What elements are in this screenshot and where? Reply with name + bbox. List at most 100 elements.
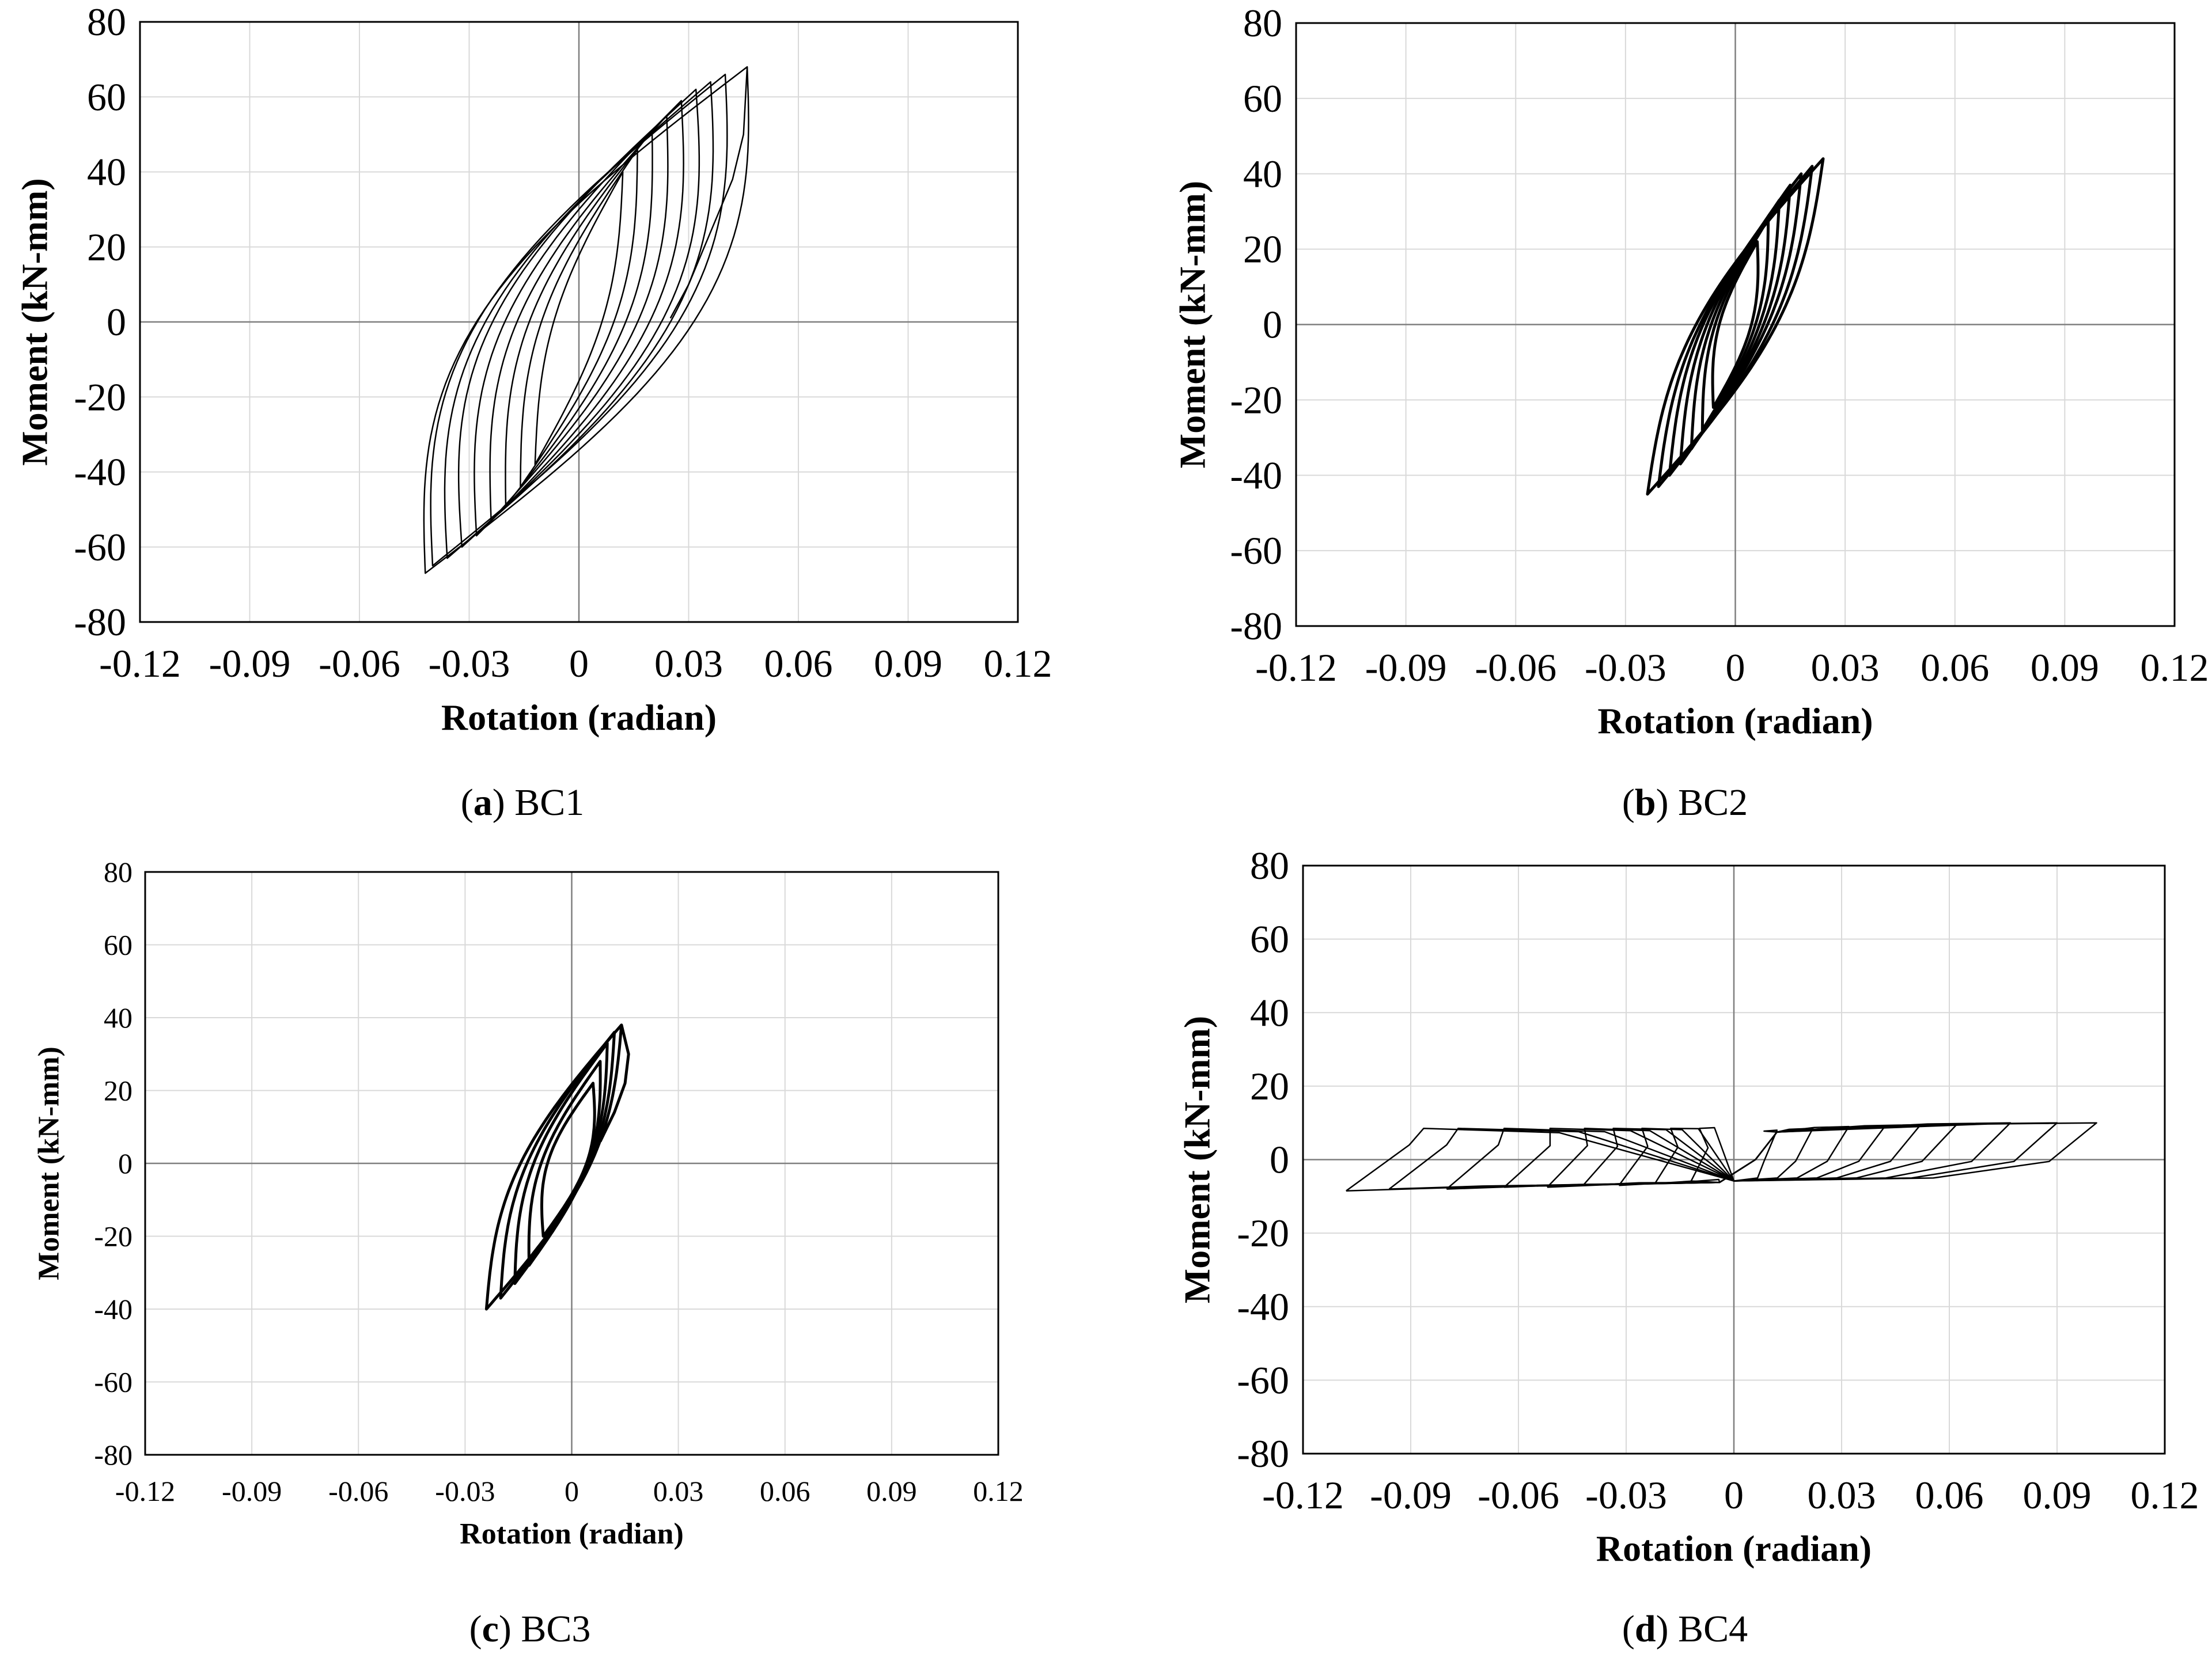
hysteresis-loop: [457, 88, 700, 548]
y-tick-label: 60: [104, 929, 132, 961]
y-tick-label: 40: [1250, 991, 1289, 1034]
panel-caption: (a) BC1: [461, 782, 585, 824]
caption-letter: b: [1635, 782, 1656, 824]
x-tick-label: 0.09: [2023, 1473, 2092, 1517]
y-tick-label: 60: [1250, 917, 1289, 961]
x-tick-label: 0.03: [1808, 1473, 1876, 1517]
y-tick-label: 20: [1243, 227, 1282, 271]
y-tick-label: -40: [1237, 1285, 1289, 1329]
caption-letter: a: [474, 782, 493, 824]
hysteresis-loop: [1668, 172, 1803, 477]
x-tick-label: -0.12: [1262, 1473, 1344, 1517]
x-tick-label: -0.03: [435, 1475, 495, 1507]
y-tick-label: -40: [1230, 453, 1282, 497]
x-tick-label: -0.09: [1365, 646, 1447, 689]
x-tick-label: 0.06: [1915, 1473, 1984, 1517]
hysteresis-loop: [444, 81, 714, 559]
x-tick-label: 0.06: [760, 1475, 810, 1507]
x-tick-label: 0.12: [984, 642, 1052, 685]
x-tick-label: -0.03: [429, 642, 510, 685]
x-tick-label: 0.03: [1811, 646, 1880, 689]
x-tick-label: -0.12: [99, 642, 181, 685]
x-tick-label: 0.12: [2131, 1473, 2199, 1517]
y-tick-label: -20: [74, 375, 126, 419]
x-tick-label: 0.06: [1921, 646, 1989, 689]
y-tick-label: 20: [87, 225, 126, 269]
x-tick-label: -0.09: [1370, 1473, 1452, 1517]
x-tick-label: -0.06: [319, 642, 400, 685]
x-tick-label: -0.06: [328, 1475, 388, 1507]
hysteresis-loop: [499, 1030, 616, 1300]
chart-panel-b: 80 60 40 20 0 -20 -40 -60 -80-0.12 -0.09 -0.06 -0.0…: [1172, 1, 2209, 824]
x-tick-label: -0.06: [1478, 1473, 1559, 1517]
x-axis-label: Rotation (radian): [460, 1518, 684, 1550]
x-tick-label: 0.09: [866, 1475, 917, 1507]
x-axis-label: Rotation (radian): [1596, 1528, 1872, 1569]
hysteresis-series: [1346, 1122, 2097, 1192]
y-tick-label: -60: [94, 1366, 132, 1398]
y-axis-label: Moment (kN-mm): [1177, 1016, 1218, 1303]
hysteresis-loop: [1346, 1122, 2097, 1192]
y-axis-label: Moment (kN-mm): [14, 178, 55, 465]
chart-panel-d: 80 60 40 20 0 -20 -40 -60 -80-0.12 -0.09 -0.06 -0.0…: [1177, 844, 2199, 1650]
y-tick-label: -20: [1230, 378, 1282, 422]
y-tick-label: 0: [1270, 1138, 1289, 1182]
x-tick-label: 0.12: [973, 1475, 1024, 1507]
y-tick-label: -60: [1237, 1358, 1289, 1402]
x-tick-label: -0.03: [1585, 1473, 1667, 1517]
hysteresis-series: [423, 66, 749, 574]
y-tick-label: -40: [74, 450, 126, 494]
y-tick-label: 40: [1243, 152, 1282, 196]
x-tick-label: 0: [1724, 1473, 1744, 1517]
y-tick-label: 80: [1243, 1, 1282, 45]
plot-area-border: [1295, 22, 2176, 627]
x-tick-label: -0.12: [1255, 646, 1337, 689]
panel-caption: (c) BC3: [469, 1608, 591, 1650]
x-axis-label: Rotation (radian): [441, 697, 717, 738]
y-tick-label: 0: [1263, 303, 1282, 347]
y-tick-label: 60: [87, 75, 126, 119]
y-tick-label: -80: [74, 600, 126, 644]
y-tick-label: 20: [104, 1075, 132, 1107]
y-tick-label: -20: [1237, 1211, 1289, 1255]
y-tick-label: 60: [1243, 77, 1282, 120]
chart-panel-c: 80 60 40 20 0 -20 -40 -60 -80 -0.12 -0.09 -0.06 -0.0…: [33, 856, 1024, 1650]
x-tick-label: 0.03: [653, 1475, 704, 1507]
y-tick-label: -80: [1230, 604, 1282, 648]
y-tick-label: -40: [94, 1293, 132, 1325]
plot-area-border: [144, 871, 999, 1456]
x-tick-label: -0.03: [1585, 646, 1666, 689]
y-tick-label: -60: [74, 525, 126, 569]
panel-caption: (d) BC4: [1622, 1608, 1748, 1650]
hysteresis-loop: [1679, 183, 1792, 466]
y-tick-label: 80: [104, 856, 132, 888]
y-axis-label: Moment (kN-mm): [33, 1046, 66, 1280]
hysteresis-loop: [430, 73, 728, 567]
unloading-tail: [669, 67, 748, 319]
x-tick-label: -0.09: [222, 1475, 282, 1507]
unloading-tail: [599, 1025, 630, 1143]
x-tick-label: 0.12: [2141, 646, 2209, 689]
x-tick-label: 0.06: [764, 642, 833, 685]
y-tick-label: -60: [1230, 529, 1282, 572]
caption-letter: d: [1635, 1608, 1656, 1650]
hysteresis-loop: [474, 100, 684, 537]
hysteresis-series: [1646, 157, 1825, 496]
hysteresis-loop: [423, 66, 749, 574]
x-tick-label: 0: [1726, 646, 1745, 689]
x-tick-label: -0.09: [209, 642, 291, 685]
hysteresis-loop: [540, 1082, 596, 1238]
x-tick-label: -0.06: [1475, 646, 1556, 689]
x-tick-label: 0.09: [874, 642, 942, 685]
y-tick-label: 80: [1250, 844, 1289, 888]
x-tick-label: -0.12: [115, 1475, 175, 1507]
chart-panel-a: 80 60 40 20 0 -20 -40 -60 -80-0.12 -0.09 -0.06 -0.0…: [14, 0, 1052, 824]
hysteresis-loop: [1711, 240, 1760, 409]
y-tick-label: 20: [1250, 1064, 1289, 1108]
y-axis-label: Moment (kN-mm): [1172, 181, 1213, 468]
hysteresis-loop: [1646, 157, 1825, 496]
panel-caption: (b) BC2: [1622, 782, 1748, 824]
plot-area-border: [1302, 864, 2166, 1455]
y-tick-label: -80: [94, 1439, 132, 1471]
